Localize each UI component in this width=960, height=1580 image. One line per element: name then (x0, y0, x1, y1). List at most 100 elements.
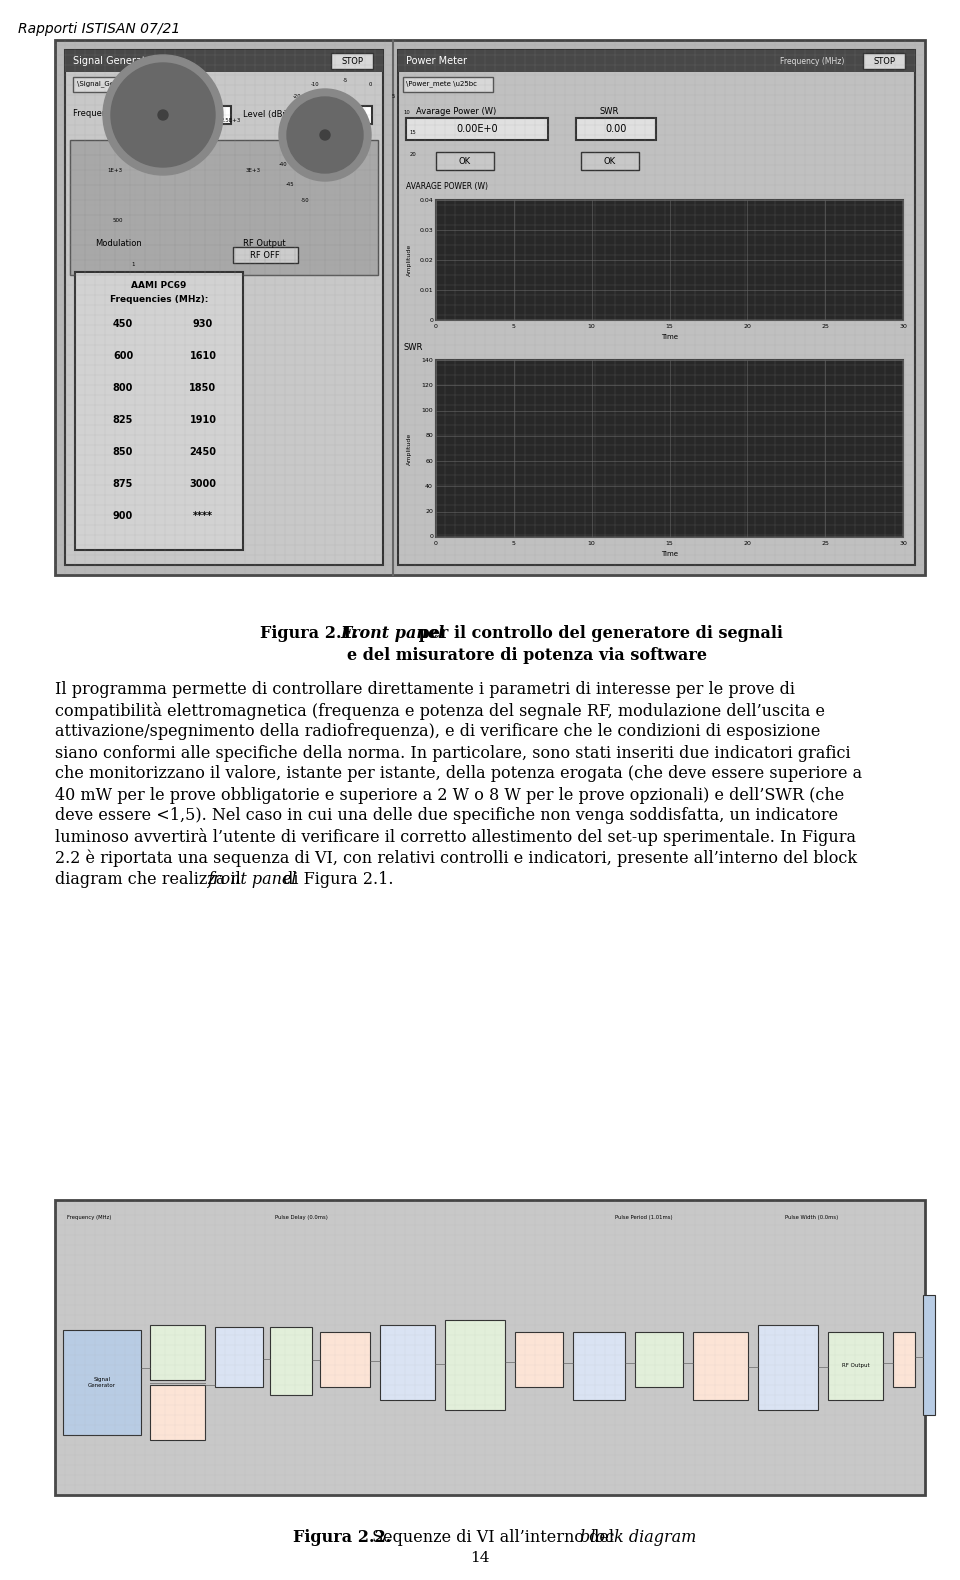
Bar (406, 118, 548, 141)
Text: 0: 0 (369, 82, 372, 87)
Text: Frequencies (MHz):: Frequencies (MHz): (109, 295, 208, 305)
Text: \Signal_Gen \u25bc: \Signal_Gen \u25bc (77, 81, 145, 87)
Text: 1: 1 (132, 262, 134, 267)
Text: \Power_mete \u25bc: \Power_mete \u25bc (406, 81, 477, 87)
Text: 30: 30 (900, 540, 907, 547)
Text: per il controllo del generatore di segnali: per il controllo del generatore di segna… (414, 624, 783, 641)
Text: 900: 900 (113, 510, 133, 521)
Bar (150, 1326, 205, 1379)
Text: 0.00: 0.00 (606, 123, 627, 134)
Bar (635, 1332, 683, 1387)
Text: 60: 60 (425, 458, 433, 463)
Text: -40: -40 (278, 163, 287, 167)
Text: 25: 25 (821, 540, 829, 547)
Text: RF Output: RF Output (842, 1364, 870, 1368)
Text: 14: 14 (470, 1552, 490, 1566)
Text: 0.03: 0.03 (420, 228, 433, 232)
Bar (828, 1332, 883, 1400)
Text: Level (dBm):: Level (dBm): (243, 109, 297, 118)
Text: 25: 25 (821, 324, 829, 329)
Bar (75, 272, 243, 550)
Text: 0: 0 (429, 534, 433, 539)
Text: 40: 40 (425, 483, 433, 488)
Bar (65, 51, 383, 566)
Text: Frequency (MHz): Frequency (MHz) (780, 57, 845, 65)
Text: STOP: STOP (341, 57, 363, 65)
Text: diagram che realizza il: diagram che realizza il (55, 871, 246, 888)
Circle shape (287, 96, 363, 172)
Bar (317, 106, 372, 123)
Circle shape (158, 111, 168, 120)
Text: 20: 20 (743, 324, 752, 329)
Bar (215, 1327, 263, 1387)
Bar (758, 1326, 818, 1409)
Bar (70, 141, 378, 275)
Text: 140: 140 (421, 357, 433, 362)
Text: compatibilità elettromagnetica (frequenza e potenza del segnale RF, modulazione : compatibilità elettromagnetica (frequenz… (55, 702, 825, 720)
Text: Signal
Generator: Signal Generator (88, 1378, 116, 1387)
Text: 10: 10 (588, 324, 595, 329)
Text: -30: -30 (278, 131, 287, 136)
Text: 5: 5 (512, 540, 516, 547)
Text: Figura 2.1.: Figura 2.1. (260, 624, 358, 641)
Text: -45: -45 (286, 183, 295, 188)
Bar (923, 1296, 935, 1416)
Text: 15: 15 (665, 540, 673, 547)
Text: AVARAGE POWER (W): AVARAGE POWER (W) (406, 182, 488, 191)
Text: 500: 500 (112, 218, 123, 223)
Circle shape (320, 130, 330, 141)
Text: -50: -50 (300, 198, 309, 202)
Text: attivazione/spegnimento della radiofrequenza), e di verificare che le condizioni: attivazione/spegnimento della radiofrequ… (55, 724, 821, 741)
Text: 0.02: 0.02 (420, 258, 433, 262)
Text: di Figura 2.1.: di Figura 2.1. (278, 871, 394, 888)
Text: 800: 800 (113, 382, 133, 393)
Circle shape (279, 88, 371, 182)
Bar (65, 51, 383, 73)
Bar (398, 51, 915, 566)
Text: SWR: SWR (403, 343, 422, 352)
Text: -20: -20 (293, 95, 301, 100)
Circle shape (103, 55, 223, 175)
Text: 0: 0 (434, 540, 438, 547)
Text: 2E+3: 2E+3 (178, 107, 193, 112)
Text: Modulation: Modulation (95, 239, 142, 248)
Text: -30: -30 (334, 111, 354, 120)
Text: 20: 20 (410, 153, 417, 158)
Text: Power Meter: Power Meter (406, 55, 467, 66)
Text: AAMI PC69: AAMI PC69 (132, 281, 186, 291)
Text: 10: 10 (403, 111, 410, 115)
Bar (573, 1332, 625, 1400)
Text: 1610: 1610 (189, 351, 217, 360)
Text: 30: 30 (900, 324, 907, 329)
Text: 15: 15 (665, 324, 673, 329)
Text: deve essere <1,5). Nel caso in cui una delle due specifiche non venga soddisfatt: deve essere <1,5). Nel caso in cui una d… (55, 807, 838, 825)
Text: Figura 2.2.: Figura 2.2. (293, 1528, 392, 1545)
Text: 1.5E+3: 1.5E+3 (125, 117, 145, 123)
Text: 5: 5 (512, 324, 516, 329)
Text: Sequenze di VI all’interno del: Sequenze di VI all’interno del (367, 1528, 619, 1545)
Text: ****: **** (193, 510, 213, 521)
Text: SWR: SWR (600, 107, 619, 117)
Text: Il programma permette di controllare direttamente i parametri di interesse per l: Il programma permette di controllare dir… (55, 681, 795, 698)
Text: 10: 10 (588, 540, 595, 547)
Text: 825: 825 (113, 416, 133, 425)
Text: Rapporti ISTISAN 07/21: Rapporti ISTISAN 07/21 (18, 22, 180, 36)
Text: 100: 100 (421, 408, 433, 412)
Text: front panel: front panel (208, 871, 298, 888)
Text: 1850: 1850 (189, 382, 217, 393)
Text: Front panel: Front panel (340, 624, 444, 641)
Bar (380, 1326, 435, 1400)
Text: Frequency (MHz): Frequency (MHz) (67, 1215, 111, 1220)
Circle shape (111, 63, 215, 167)
Text: block diagram: block diagram (580, 1528, 696, 1545)
Text: 0: 0 (429, 318, 433, 322)
Text: -25: -25 (282, 111, 291, 115)
Text: Avarage Power (W): Avarage Power (W) (416, 107, 496, 117)
Bar (173, 106, 231, 123)
Bar (515, 1332, 563, 1387)
Text: 600: 600 (113, 351, 133, 360)
Text: luminoso avvertirà l’utente di verificare il corretto allestimento del set-up sp: luminoso avvertirà l’utente di verificar… (55, 828, 856, 845)
Text: 1E+3: 1E+3 (108, 167, 123, 172)
Text: 3000: 3000 (189, 479, 217, 488)
Text: STOP: STOP (873, 57, 895, 65)
